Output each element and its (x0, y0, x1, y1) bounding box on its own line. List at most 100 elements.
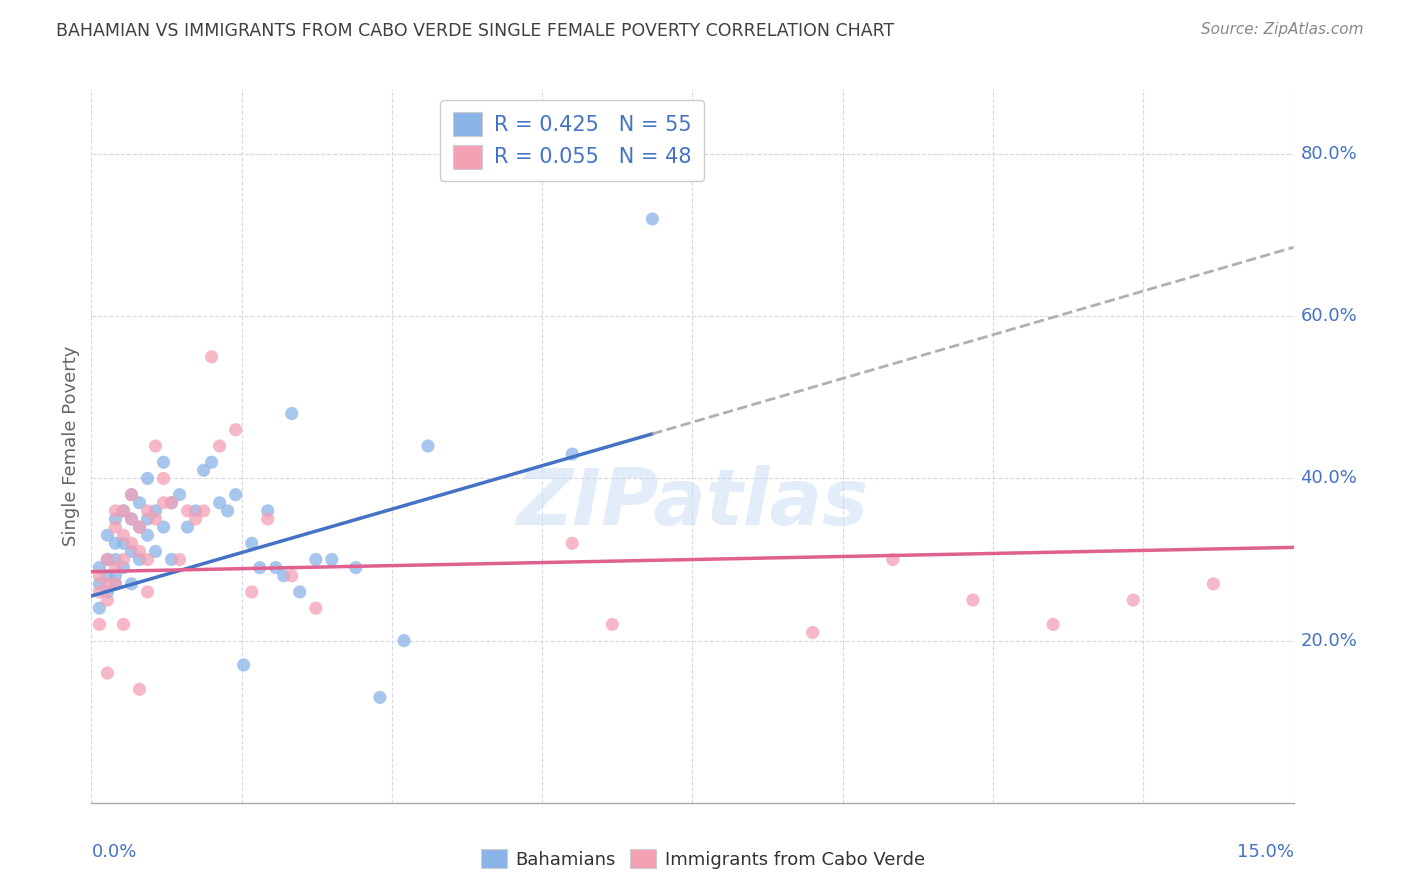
Point (96, 593, 118, 607)
Point (176, 520, 198, 534)
Point (882, 552, 904, 566)
Point (176, 504, 198, 518)
Point (169, 552, 191, 566)
Text: BAHAMIAN VS IMMIGRANTS FROM CABO VERDE SINGLE FEMALE POVERTY CORRELATION CHART: BAHAMIAN VS IMMIGRANTS FROM CABO VERDE S… (56, 22, 894, 40)
Point (121, 512, 143, 526)
Point (344, 560, 367, 574)
Point (128, 682, 150, 697)
Point (305, 552, 328, 566)
Point (96, 568, 118, 582)
Point (240, 585, 263, 599)
Point (232, 657, 254, 672)
Point (201, 350, 224, 364)
Point (112, 536, 135, 550)
Point (112, 528, 135, 542)
Point (104, 536, 127, 550)
Point (281, 407, 304, 421)
Point (305, 601, 328, 615)
Point (225, 423, 247, 437)
Point (193, 504, 215, 518)
Point (160, 496, 183, 510)
Point (249, 560, 271, 574)
Point (104, 577, 127, 591)
Text: 15.0%: 15.0% (1236, 843, 1294, 861)
Text: Source: ZipAtlas.com: Source: ZipAtlas.com (1201, 22, 1364, 37)
Point (288, 585, 311, 599)
Point (104, 577, 127, 591)
Point (121, 577, 143, 591)
Point (281, 568, 304, 582)
Point (962, 593, 984, 607)
Point (121, 512, 143, 526)
Point (184, 504, 207, 518)
Point (264, 560, 287, 574)
Point (152, 496, 174, 510)
Point (104, 560, 127, 574)
Point (89, 617, 111, 632)
Text: ZIPatlas: ZIPatlas (516, 465, 869, 541)
Point (225, 488, 247, 502)
Point (193, 463, 215, 477)
Point (152, 455, 174, 469)
Point (89, 585, 111, 599)
Point (136, 504, 159, 518)
Point (160, 496, 183, 510)
Point (169, 488, 191, 502)
Point (112, 504, 135, 518)
Point (121, 488, 143, 502)
Point (1202, 577, 1225, 591)
Point (641, 211, 664, 226)
Point (136, 585, 159, 599)
Point (152, 471, 174, 485)
Point (145, 439, 167, 453)
Point (128, 520, 150, 534)
Text: 80.0%: 80.0% (1301, 145, 1357, 163)
Point (136, 471, 159, 485)
Point (96, 577, 118, 591)
Point (561, 447, 583, 461)
Point (256, 504, 278, 518)
Point (96, 528, 118, 542)
Point (89, 568, 111, 582)
Point (128, 544, 150, 558)
Point (201, 455, 224, 469)
Point (801, 625, 824, 640)
Point (160, 552, 183, 566)
Point (89, 601, 111, 615)
Point (104, 512, 127, 526)
Point (104, 520, 127, 534)
Point (240, 536, 263, 550)
Point (89, 577, 111, 591)
Point (145, 544, 167, 558)
Text: 40.0%: 40.0% (1301, 469, 1357, 487)
Point (208, 496, 231, 510)
Point (145, 504, 167, 518)
Point (152, 520, 174, 534)
Point (112, 617, 135, 632)
Y-axis label: Single Female Poverty: Single Female Poverty (62, 346, 80, 546)
Point (1042, 617, 1064, 632)
Point (136, 528, 159, 542)
Point (128, 496, 150, 510)
Text: 60.0%: 60.0% (1301, 307, 1357, 326)
Point (184, 512, 207, 526)
Legend: Bahamians, Immigrants from Cabo Verde: Bahamians, Immigrants from Cabo Verde (474, 842, 932, 876)
Text: 0.0%: 0.0% (91, 843, 136, 861)
Point (96, 666, 118, 681)
Point (217, 504, 239, 518)
Point (136, 552, 159, 566)
Point (96, 552, 118, 566)
Point (112, 560, 135, 574)
Point (392, 633, 415, 648)
Point (112, 552, 135, 566)
Point (121, 536, 143, 550)
Point (1122, 593, 1144, 607)
Point (128, 520, 150, 534)
Point (104, 568, 127, 582)
Point (136, 512, 159, 526)
Point (104, 504, 127, 518)
Legend: R = 0.425   N = 55, R = 0.055   N = 48: R = 0.425 N = 55, R = 0.055 N = 48 (440, 100, 704, 181)
Point (321, 552, 343, 566)
Point (368, 690, 391, 705)
Point (96, 552, 118, 566)
